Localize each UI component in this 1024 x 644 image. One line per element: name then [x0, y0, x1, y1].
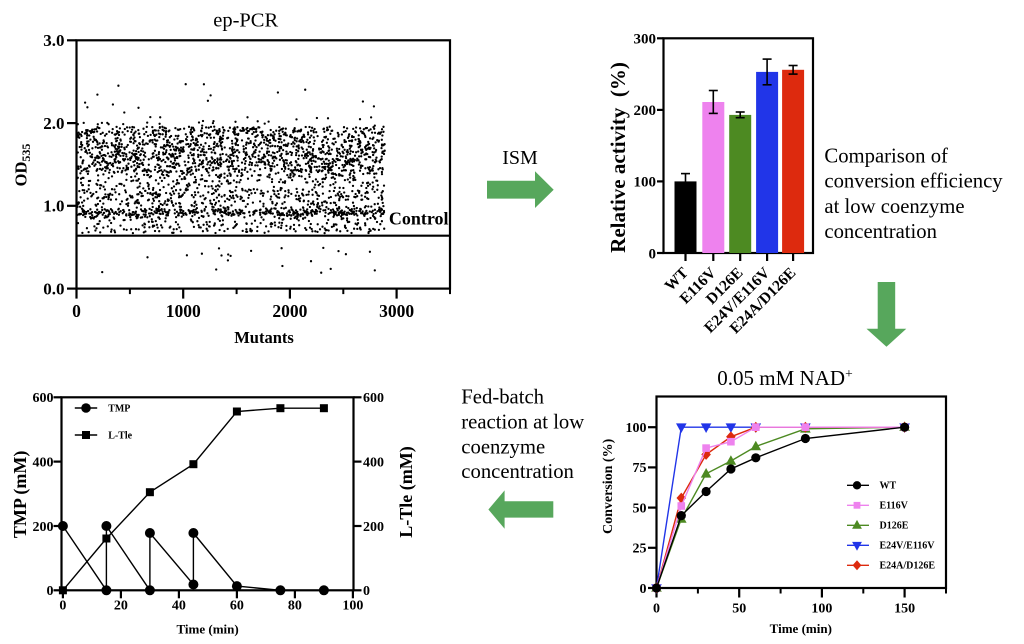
svg-text:1000: 1000: [166, 301, 201, 321]
svg-text:100: 100: [634, 175, 657, 191]
svg-text:100: 100: [342, 599, 363, 614]
svg-text:80: 80: [288, 599, 302, 614]
svg-text:Conversion (%): Conversion (%): [601, 438, 616, 534]
svg-text:TMP: TMP: [108, 403, 130, 414]
svg-text:0: 0: [47, 584, 54, 599]
svg-text:conversion efficiency: conversion efficiency: [824, 171, 1003, 193]
svg-text:Time (min): Time (min): [770, 621, 832, 636]
svg-text:50: 50: [633, 501, 647, 516]
svg-text:600: 600: [363, 391, 384, 406]
svg-text:0: 0: [363, 584, 370, 599]
svg-text:L-Tle (mM): L-Tle (mM): [396, 446, 417, 537]
svg-text:75: 75: [633, 461, 647, 476]
svg-text:Time (min): Time (min): [176, 622, 238, 637]
svg-text:25: 25: [633, 542, 647, 557]
svg-text:1.0: 1.0: [43, 197, 64, 216]
svg-text:ep-PCR: ep-PCR: [213, 10, 278, 32]
svg-text:400: 400: [33, 455, 54, 470]
svg-text:200: 200: [634, 103, 657, 119]
svg-text:2.0: 2.0: [43, 114, 64, 133]
svg-text:TMP (mM): TMP (mM): [10, 451, 31, 538]
svg-text:0.05 mM NAD+: 0.05 mM NAD+: [717, 366, 852, 390]
svg-text:150: 150: [894, 602, 915, 617]
svg-text:2000: 2000: [272, 301, 307, 321]
svg-text:0: 0: [640, 582, 647, 597]
svg-text:Control: Control: [389, 209, 449, 229]
svg-text:Mutants: Mutants: [234, 328, 294, 347]
svg-text:E116V: E116V: [880, 501, 909, 512]
svg-text:concentration: concentration: [824, 221, 937, 243]
svg-text:200: 200: [363, 520, 384, 535]
svg-text:Comparison of: Comparison of: [824, 145, 948, 167]
svg-text:E24A/D126E: E24A/D126E: [880, 561, 936, 572]
svg-text:40: 40: [172, 599, 186, 614]
svg-text:0: 0: [653, 602, 660, 617]
svg-text:0: 0: [72, 301, 81, 321]
svg-text:E24V/E116V: E24V/E116V: [880, 541, 936, 552]
svg-text:Relative activity (%): Relative activity (%): [606, 62, 630, 253]
svg-text:ISM: ISM: [502, 147, 538, 169]
svg-text:reaction at low: reaction at low: [461, 412, 584, 434]
svg-text:20: 20: [114, 599, 128, 614]
svg-text:3.0: 3.0: [43, 31, 64, 50]
svg-text:at low coenzyme: at low coenzyme: [824, 196, 964, 218]
svg-text:100: 100: [626, 421, 647, 436]
svg-text:WT: WT: [880, 481, 897, 492]
svg-text:3000: 3000: [379, 301, 414, 321]
svg-text:60: 60: [230, 599, 244, 614]
svg-text:L-Tle: L-Tle: [108, 430, 132, 441]
svg-text:D126E: D126E: [880, 521, 909, 532]
svg-text:200: 200: [33, 520, 54, 535]
svg-text:Fed-batch: Fed-batch: [461, 387, 544, 409]
svg-text:400: 400: [363, 455, 384, 470]
svg-text:concentration: concentration: [461, 461, 574, 483]
svg-text:0.0: 0.0: [43, 279, 64, 298]
svg-text:0: 0: [59, 599, 66, 614]
svg-text:100: 100: [811, 602, 832, 617]
svg-text:50: 50: [732, 602, 746, 617]
svg-text:coenzyme: coenzyme: [461, 436, 545, 458]
svg-text:0: 0: [649, 246, 657, 262]
svg-text:300: 300: [634, 32, 657, 48]
svg-text:600: 600: [33, 391, 54, 406]
